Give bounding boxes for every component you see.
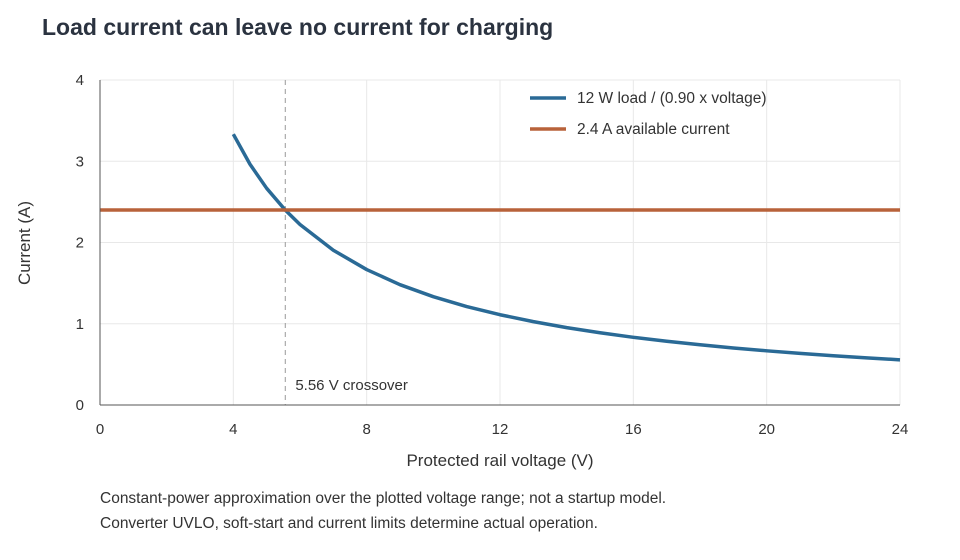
grid-lines [99,79,901,406]
x-tick-label: 8 [362,421,370,438]
annotation-layer: 5.56 V crossover [284,80,408,405]
series-line-1 [231,133,901,362]
footnote-1: Constant-power approximation over the pl… [100,490,667,507]
y-axis-label: Current (A) [15,201,34,285]
chart-title: Load current can leave no current for ch… [42,14,554,40]
series-layer [100,133,901,362]
y-tick-label: 1 [76,316,84,333]
x-tick-label: 16 [625,421,642,438]
y-tick-label: 4 [76,72,84,89]
footnote-2: Converter UVLO, soft-start and current l… [100,515,598,532]
y-tick-label: 3 [76,153,84,170]
legend: 12 W load / (0.90 x voltage) 2.4 A availa… [530,90,767,138]
y-tick-label: 0 [76,397,84,414]
x-tick-label: 20 [758,421,775,438]
x-tick-label: 24 [892,421,909,438]
x-axis-label: Protected rail voltage (V) [406,451,593,470]
x-tick-label: 0 [96,421,104,438]
x-tick-label: 4 [229,421,237,438]
axes [99,80,900,406]
x-tick-label: 12 [492,421,509,438]
axis-labels: Protected rail voltage (V) Current (A) [15,201,594,470]
y-tick-label: 2 [76,235,84,252]
crossover-label: 5.56 V crossover [295,377,408,394]
legend-label-1: 12 W load / (0.90 x voltage) [577,90,767,107]
legend-label-2: 2.4 A available current [577,121,730,138]
